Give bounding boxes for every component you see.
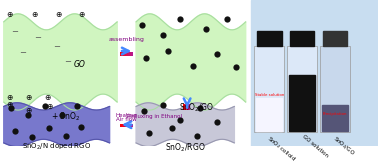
Bar	[256, 98, 282, 131]
Bar	[124, 124, 125, 127]
Bar	[120, 124, 121, 127]
Bar	[121, 124, 122, 127]
Text: ⊕: ⊕	[25, 93, 31, 102]
Bar	[120, 52, 121, 56]
Text: Stable solution: Stable solution	[255, 93, 284, 97]
Text: ⊕: ⊕	[78, 10, 84, 19]
Text: −: −	[12, 28, 19, 37]
Text: + SnO$_2$: + SnO$_2$	[51, 110, 81, 123]
Text: ⊕: ⊕	[25, 106, 31, 115]
Text: GO: GO	[73, 60, 85, 69]
Bar	[257, 31, 282, 46]
Text: SnO$_2$/GO: SnO$_2$/GO	[179, 102, 214, 114]
Bar	[128, 124, 129, 127]
Text: SnO$_2$/GO: SnO$_2$/GO	[332, 134, 357, 158]
Text: ⊕: ⊕	[6, 93, 12, 102]
Bar	[322, 105, 348, 131]
Bar	[124, 52, 125, 56]
Text: Heating: Heating	[116, 113, 138, 118]
Bar	[323, 31, 347, 46]
Bar	[121, 52, 122, 56]
Bar	[123, 52, 124, 56]
Bar	[290, 31, 314, 46]
Bar	[125, 124, 126, 127]
Polygon shape	[136, 14, 246, 110]
Text: SnO$_2$/RGO: SnO$_2$/RGO	[165, 141, 206, 153]
Bar	[129, 124, 130, 127]
Text: GO solution: GO solution	[301, 134, 328, 159]
Bar	[123, 124, 124, 127]
Polygon shape	[4, 103, 110, 147]
Bar	[289, 75, 315, 131]
Text: Air flow: Air flow	[116, 117, 137, 122]
Text: −: −	[53, 42, 60, 51]
Bar	[127, 52, 128, 56]
Bar	[131, 124, 132, 127]
Text: SnO$_2$ colloid: SnO$_2$ colloid	[265, 134, 298, 164]
Text: ⊕: ⊕	[6, 100, 12, 110]
Text: ⊕: ⊕	[56, 10, 62, 19]
Text: −: −	[34, 33, 41, 42]
Bar	[132, 52, 133, 56]
Bar	[126, 124, 127, 127]
Bar	[129, 52, 130, 56]
Text: −: −	[65, 57, 71, 66]
Text: assembling: assembling	[109, 37, 144, 42]
Polygon shape	[4, 14, 117, 110]
Bar	[125, 52, 126, 56]
Text: ⊕: ⊕	[6, 10, 12, 19]
Bar	[122, 52, 123, 56]
Bar	[130, 52, 131, 56]
Text: ⊕: ⊕	[31, 10, 37, 19]
Bar	[131, 52, 132, 56]
Text: −: −	[19, 48, 26, 57]
FancyBboxPatch shape	[254, 46, 284, 132]
Bar	[130, 124, 131, 127]
FancyBboxPatch shape	[287, 46, 317, 132]
Text: Precipitation: Precipitation	[323, 112, 347, 116]
Bar	[251, 0, 378, 146]
FancyBboxPatch shape	[320, 46, 350, 132]
Bar	[128, 52, 129, 56]
Bar	[126, 52, 127, 56]
Text: Refluxing in Ethanol: Refluxing in Ethanol	[127, 114, 182, 119]
Bar	[132, 124, 133, 127]
Bar	[127, 124, 128, 127]
Polygon shape	[136, 103, 234, 147]
Bar	[122, 124, 123, 127]
Text: ⊕: ⊕	[46, 102, 52, 111]
Text: ⊕: ⊕	[44, 93, 50, 102]
Text: SnO$_2$/N doped RGO: SnO$_2$/N doped RGO	[22, 142, 91, 152]
